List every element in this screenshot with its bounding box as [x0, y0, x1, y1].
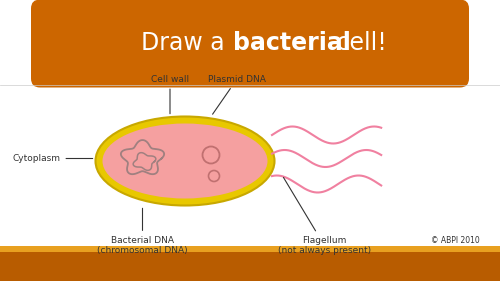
- Text: Flagellum
(not always present): Flagellum (not always present): [278, 177, 371, 255]
- Text: Draw a: Draw a: [142, 31, 233, 55]
- Ellipse shape: [96, 117, 274, 205]
- FancyBboxPatch shape: [0, 252, 500, 281]
- Text: bacterial: bacterial: [232, 31, 350, 55]
- FancyBboxPatch shape: [31, 0, 469, 87]
- Text: Cytoplasm: Cytoplasm: [12, 154, 92, 163]
- Text: Plasmid DNA: Plasmid DNA: [208, 74, 266, 114]
- Text: © ABPI 2010: © ABPI 2010: [431, 236, 480, 245]
- Text: Cell wall: Cell wall: [151, 74, 189, 114]
- FancyBboxPatch shape: [0, 246, 500, 252]
- Text: Bacterial DNA
(chromosomal DNA): Bacterial DNA (chromosomal DNA): [97, 208, 188, 255]
- Ellipse shape: [102, 124, 268, 198]
- Text: cell!: cell!: [329, 31, 387, 55]
